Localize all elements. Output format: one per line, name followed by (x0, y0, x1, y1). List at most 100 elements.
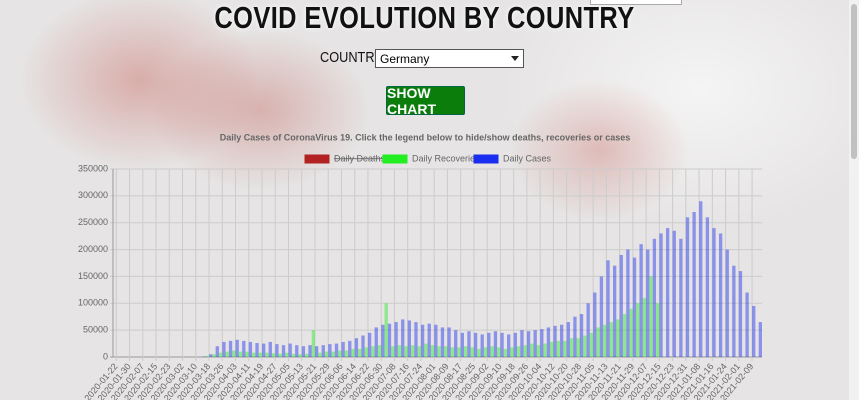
bar (503, 348, 508, 357)
bar (463, 346, 468, 357)
country-select[interactable]: Germany (375, 49, 524, 68)
bar (238, 351, 243, 357)
bar (543, 343, 547, 357)
bar (569, 338, 574, 357)
bar (473, 332, 478, 357)
bar (281, 345, 286, 357)
bar (407, 320, 412, 357)
bar (566, 322, 570, 357)
bar (593, 292, 597, 357)
bar (404, 346, 408, 357)
bar (616, 319, 620, 357)
bar (550, 341, 554, 357)
bar (745, 292, 749, 357)
show-chart-button[interactable]: SHOW CHART (386, 85, 465, 117)
bar (639, 244, 643, 357)
bar (397, 345, 402, 357)
bar (758, 322, 762, 357)
y-tick-label: 200000 (78, 244, 108, 254)
legend-swatch[interactable] (382, 154, 408, 164)
bar (692, 211, 696, 357)
bar (367, 332, 372, 357)
bar (298, 354, 302, 357)
popup (590, 0, 682, 5)
bar (205, 355, 210, 357)
bar (656, 303, 660, 357)
legend-swatch[interactable] (304, 154, 330, 164)
bar (556, 340, 561, 357)
legend-label[interactable]: Daily Deaths (334, 153, 386, 163)
bar (371, 346, 375, 357)
bar (417, 346, 421, 357)
bar (344, 350, 349, 357)
bar (483, 347, 488, 357)
bar (268, 341, 272, 357)
bar (262, 343, 266, 357)
bar (533, 330, 537, 357)
bar (612, 265, 617, 357)
bar (530, 343, 534, 357)
bar (470, 347, 474, 357)
y-tick-label: 350000 (78, 163, 108, 173)
bar (679, 238, 683, 357)
bar (599, 276, 604, 357)
bar (467, 331, 471, 357)
bar (738, 271, 743, 357)
bar (354, 338, 359, 357)
bar (411, 345, 415, 357)
bar (364, 347, 368, 357)
bar (218, 352, 223, 357)
bar (576, 338, 580, 357)
bar (546, 327, 551, 357)
bar (636, 303, 640, 357)
scrollbar[interactable] (849, 0, 859, 400)
bar (358, 348, 362, 357)
bar (361, 335, 365, 357)
bar (212, 354, 216, 357)
y-tick-label: 100000 (78, 298, 108, 308)
bar (513, 332, 517, 357)
bar (444, 346, 448, 357)
bar (665, 228, 670, 357)
bar (699, 201, 703, 357)
bar (434, 324, 438, 357)
bar (278, 353, 282, 357)
scroll-thumb[interactable] (851, 4, 857, 159)
bar (560, 324, 564, 357)
bar (460, 332, 464, 357)
legend-label[interactable]: Daily Cases (503, 153, 552, 163)
bar (477, 348, 481, 357)
bar (374, 327, 378, 357)
bar (351, 348, 355, 357)
bar (391, 346, 395, 357)
bar (275, 344, 279, 357)
bar (311, 330, 315, 357)
legend-swatch[interactable] (473, 154, 499, 164)
bar (705, 217, 710, 357)
bar (500, 332, 504, 357)
bar (377, 345, 382, 357)
bar (202, 356, 206, 357)
bar (622, 314, 627, 357)
bar (305, 353, 309, 357)
bar (401, 319, 405, 357)
bar (725, 249, 729, 357)
bar (394, 322, 398, 357)
bar (450, 347, 455, 357)
bar (255, 343, 259, 357)
bar (629, 308, 633, 357)
bar (520, 330, 524, 357)
bar (573, 316, 577, 357)
bar (252, 352, 256, 357)
bar (338, 350, 342, 357)
bar (659, 233, 663, 357)
bar (596, 327, 600, 357)
bar (334, 343, 339, 357)
bar (510, 347, 514, 357)
legend-label[interactable]: Daily Recoveries (412, 153, 480, 163)
bar (225, 351, 229, 357)
bar (301, 346, 306, 357)
bar (328, 344, 332, 357)
bar (523, 345, 527, 357)
